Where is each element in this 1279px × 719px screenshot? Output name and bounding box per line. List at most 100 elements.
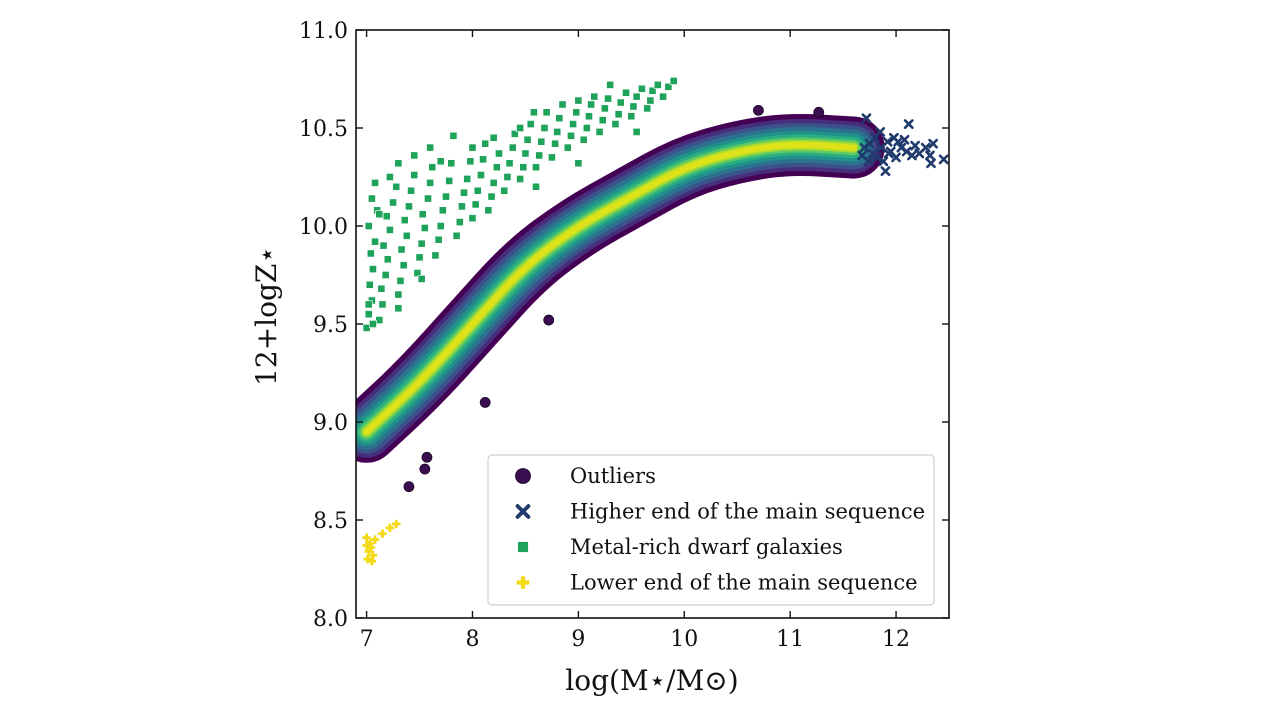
square-point-2-81: [558, 100, 567, 109]
circle-point-0-0: [403, 481, 415, 493]
square-point-2-123: [516, 124, 525, 132]
y-tick-label: 9.0: [313, 411, 348, 436]
square-point-2-98: [616, 98, 625, 107]
x-point-1-28: [883, 148, 894, 159]
square-point-2-35: [426, 178, 435, 187]
plus-point-3-5: [366, 543, 376, 552]
square-point-2-50: [466, 157, 475, 166]
square-point-2-14: [383, 255, 392, 264]
x-point-1-17: [907, 150, 917, 161]
square-point-2-53: [473, 186, 482, 195]
circle-point-0-4: [543, 314, 555, 326]
square-point-2-28: [410, 171, 419, 179]
square-point-2-126: [574, 159, 583, 168]
x-point-1-22: [928, 138, 939, 149]
square-point-2-55: [479, 155, 487, 164]
square-point-2-111: [529, 108, 538, 117]
square-point-2-108: [659, 92, 667, 101]
square-point-2-48: [460, 188, 468, 197]
plus-point-3-11: [367, 556, 377, 566]
legend-item: Higher end of the main sequence: [515, 500, 925, 524]
square-point-2-65: [508, 143, 517, 152]
circle-point-0-3: [479, 396, 491, 408]
legend-label: Lower end of the main sequence: [570, 571, 918, 595]
square-point-2-47: [457, 202, 466, 211]
density-level-8: [363, 141, 857, 435]
main-sequence-density: [356, 113, 885, 463]
square-point-2-116: [385, 173, 394, 181]
x-point-1-12: [891, 152, 901, 163]
square-point-2-69: [521, 149, 530, 158]
square-point-2-128: [394, 304, 403, 313]
square-point-2-66: [510, 129, 519, 138]
plus-point-3-7: [378, 529, 387, 538]
square-point-2-119: [426, 143, 435, 152]
square-point-2-20: [394, 290, 403, 299]
square-point-2-13: [381, 271, 390, 279]
square-point-2-127: [532, 182, 540, 191]
square-point-2-95: [604, 94, 612, 103]
legend-circle-icon: [515, 468, 531, 484]
legend-label: Outliers: [570, 464, 656, 488]
square-point-2-75: [540, 124, 549, 132]
square-point-2-58: [487, 192, 496, 201]
legend-plus-icon: [516, 576, 530, 589]
square-point-2-5: [366, 249, 375, 258]
square-point-2-88: [582, 124, 591, 132]
square-point-2-6: [371, 237, 379, 246]
square-point-2-49: [463, 175, 472, 183]
square-point-2-3: [365, 280, 374, 289]
legend-label: Higher end of the main sequence: [570, 500, 925, 524]
square-point-2-12: [377, 284, 386, 293]
square-point-2-122: [489, 133, 498, 142]
square-point-2-39: [436, 222, 445, 230]
square-point-2-1: [364, 310, 373, 319]
square-point-2-120: [436, 157, 445, 166]
x-tick-label: 12: [882, 627, 910, 652]
square-point-2-19: [392, 182, 401, 191]
square-point-2-77: [548, 153, 556, 162]
square-point-2-64: [505, 159, 514, 168]
x-point-1-26: [863, 156, 874, 167]
square-point-2-68: [519, 163, 528, 172]
square-point-2-90: [587, 100, 595, 109]
x-point-1-23: [926, 158, 936, 169]
square-point-2-7: [364, 222, 373, 230]
square-point-2-129: [417, 275, 426, 283]
y-tick-label: 8.0: [313, 607, 348, 632]
y-axis-label: 12+logZ⋆: [250, 246, 283, 386]
x-point-1-8: [880, 166, 891, 177]
square-point-2-45: [452, 231, 461, 240]
x-point-1-20: [920, 142, 931, 153]
square-point-2-29: [413, 269, 422, 277]
square-point-2-22: [399, 261, 408, 270]
square-point-2-73: [535, 151, 544, 160]
square-point-2-104: [643, 104, 652, 113]
square-point-2-76: [542, 108, 551, 117]
square-point-2-99: [622, 88, 630, 97]
square-point-2-80: [555, 114, 564, 123]
x-point-1-21: [925, 150, 935, 161]
square-point-2-24: [402, 231, 411, 240]
square-point-2-113: [364, 300, 373, 309]
square-point-2-31: [417, 239, 426, 248]
square-point-2-37: [431, 251, 440, 260]
square-point-2-84: [569, 120, 577, 128]
square-point-2-94: [600, 104, 609, 113]
square-point-2-52: [471, 200, 480, 209]
x-tick-label: 11: [776, 627, 804, 652]
square-point-2-38: [434, 235, 443, 244]
x-tick-label: 8: [465, 627, 479, 652]
circle-point-0-5: [752, 104, 764, 116]
square-point-2-11: [378, 300, 387, 309]
square-point-2-44: [449, 131, 458, 140]
legend: Outliers Higher end of the main sequence M…: [487, 454, 935, 606]
square-point-2-36: [428, 163, 437, 172]
y-tick-label: 10.0: [299, 215, 348, 240]
square-point-2-72: [532, 163, 540, 172]
square-point-2-101: [629, 102, 638, 111]
square-point-2-61: [495, 149, 503, 158]
square-point-2-34: [424, 194, 432, 203]
square-point-2-21: [396, 276, 405, 285]
square-point-2-82: [563, 143, 572, 152]
